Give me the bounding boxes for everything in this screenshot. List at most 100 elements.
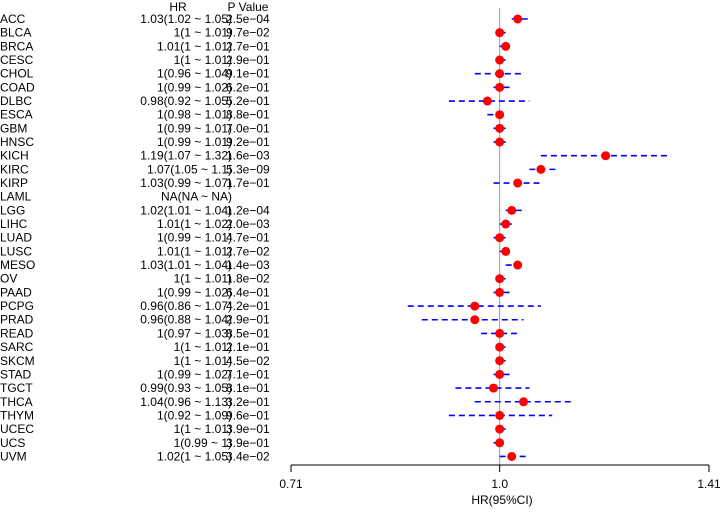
hr-ci-value: 1.03(1.02 ~ 1.05)	[140, 12, 232, 26]
forest-row: PAAD 1(0.99 ~ 1.02)6.4e−01	[0, 285, 512, 299]
p-value: 1.7e−01	[226, 176, 270, 190]
x-axis: 0.71 1.0 1.41	[279, 464, 720, 491]
forest-row: UVM 1.02(1 ~ 1.05)3.4e−02	[0, 449, 530, 463]
cancer-label: STAD	[0, 367, 31, 381]
p-value: 2.0e−03	[226, 217, 270, 231]
p-value: 2.5e−04	[226, 12, 270, 26]
forest-row: LUSC 1.01(1 ~ 1.01)2.7e−02	[0, 244, 511, 258]
hr-ci-value: 0.96(0.88 ~ 1.04)	[140, 313, 232, 327]
hr-ci-value: NA(NA ~ NA)	[161, 190, 232, 204]
hr-ci-value: 0.99(0.93 ~ 1.05)	[140, 381, 232, 395]
hr-ci-value: 1(1 ~ 1.01)	[174, 26, 232, 40]
cancer-label: ESCA	[0, 108, 33, 122]
hr-ci-value: 1.02(1 ~ 1.05)	[157, 449, 232, 463]
cancer-label: PRAD	[0, 313, 34, 327]
hr-ci-value: 1.02(1.01 ~ 1.04)	[140, 203, 232, 217]
hr-point	[507, 451, 517, 461]
forest-row: OV 1(1 ~ 1.01)1.8e−02	[0, 272, 506, 286]
p-value: 8.5e−01	[226, 326, 270, 340]
cancer-label: TGCT	[0, 381, 33, 395]
forest-row: BRCA 1.01(1 ~ 1.01)2.7e−01	[0, 39, 511, 53]
hr-ci-value: 1(1 ~ 1.01)	[174, 53, 232, 67]
cancer-label: BRCA	[0, 39, 33, 53]
hr-point	[495, 69, 505, 79]
forest-row: ACC 1.03(1.02 ~ 1.05)2.5e−04	[0, 12, 530, 26]
hr-ci-value: 1(0.99 ~ 1)	[174, 436, 232, 450]
hr-point	[501, 41, 511, 51]
p-value: 3.9e−01	[226, 436, 270, 450]
forest-row: LAML NA(NA ~ NA)	[0, 190, 232, 204]
hr-point	[495, 233, 505, 243]
p-value: 9.1e−01	[226, 67, 270, 81]
hr-point	[495, 356, 505, 366]
hr-point	[495, 110, 505, 120]
hr-point	[513, 178, 523, 188]
cancer-label: THYM	[0, 408, 34, 422]
hr-ci-value: 0.96(0.86 ~ 1.07)	[140, 299, 232, 313]
hr-ci-value: 1(0.99 ~ 1.01)	[157, 135, 232, 149]
cancer-label: KIRP	[0, 176, 28, 190]
cancer-label: UCS	[0, 436, 25, 450]
forest-row: LUAD 1(0.99 ~ 1.01)4.7e−01	[0, 231, 506, 245]
forest-row: DLBC 0.98(0.92 ~ 1.05)5.2e−01	[0, 94, 530, 108]
hr-point	[495, 328, 505, 338]
hr-point	[501, 246, 511, 256]
hr-ci-value: 1(1 ~ 1.01)	[174, 272, 232, 286]
hr-ci-value: 1(0.99 ~ 1.02)	[157, 285, 232, 299]
pvalue-column-header: P Value	[228, 0, 269, 14]
hr-point	[495, 55, 505, 65]
hr-ci-value: 1(1 ~ 1.01)	[174, 354, 232, 368]
hr-ci-value: 1.07(1.05 ~ 1.1)	[147, 162, 232, 176]
forest-row: THCA 1.04(0.96 ~ 1.13)3.2e−01	[0, 395, 575, 409]
p-value: 8.8e−01	[226, 108, 270, 122]
cancer-label: UCEC	[0, 422, 34, 436]
cancer-label: HNSC	[0, 135, 34, 149]
x-tick-label: 0.71	[279, 477, 303, 491]
hr-point	[536, 164, 546, 174]
hr-point	[470, 315, 480, 325]
hr-point	[519, 397, 529, 407]
cancer-label: COAD	[0, 80, 35, 94]
p-value: 4.7e−01	[226, 231, 270, 245]
p-value: 6.4e−01	[226, 285, 270, 299]
hr-point	[495, 137, 505, 147]
forest-row: LGG 1.02(1.01 ~ 1.04)1.2e−04	[0, 203, 524, 217]
hr-point	[495, 369, 505, 379]
hr-point	[495, 424, 505, 434]
hr-point	[495, 123, 505, 133]
cancer-label: PCPG	[0, 299, 34, 313]
forest-row: SKCM 1(1 ~ 1.01)4.5e−02	[0, 354, 506, 368]
hr-point	[501, 219, 511, 229]
forest-row: KIRC 1.07(1.05 ~ 1.1)5.3e−09	[0, 162, 558, 176]
cancer-label: SARC	[0, 340, 34, 354]
p-value: 3.4e−02	[226, 449, 270, 463]
forest-row: SARC 1(1 ~ 1.01)2.1e−01	[0, 340, 506, 354]
cancer-label: BLCA	[0, 26, 31, 40]
hr-ci-value: 1.01(1 ~ 1.02)	[157, 217, 232, 231]
forest-row: MESO 1.03(1.01 ~ 1.04)1.4e−03	[0, 258, 524, 272]
p-value: 9.7e−02	[226, 26, 270, 40]
cancer-label: PAAD	[0, 285, 32, 299]
hr-point	[507, 205, 517, 215]
hr-point	[495, 438, 505, 448]
forest-row: CESC 1(1 ~ 1.01)2.9e−01	[0, 53, 506, 67]
hr-ci-value: 1(0.98 ~ 1.01)	[157, 108, 232, 122]
p-value: 2.9e−01	[226, 53, 270, 67]
hr-ci-value: 1(1 ~ 1.01)	[174, 340, 232, 354]
forest-row: KIRP 1.03(0.99 ~ 1.07)1.7e−01	[0, 176, 541, 190]
hr-ci-value: 1.04(0.96 ~ 1.13)	[140, 395, 232, 409]
p-value: 1.2e−04	[226, 203, 270, 217]
hr-ci-value: 1(0.96 ~ 1.04)	[157, 67, 232, 81]
hr-point	[495, 287, 505, 297]
p-value: 8.1e−01	[226, 381, 270, 395]
hr-ci-value: 1.19(1.07 ~ 1.32)	[140, 149, 232, 163]
p-value: 2.7e−01	[226, 39, 270, 53]
p-value: 5.3e−09	[226, 162, 270, 176]
hr-point	[489, 383, 499, 393]
hr-ci-value: 1(0.99 ~ 1.01)	[157, 231, 232, 245]
p-value: 1.6e−03	[226, 149, 270, 163]
cancer-label: CHOL	[0, 67, 34, 81]
x-axis-label: HR(95%CI)	[471, 493, 532, 507]
forest-row: COAD 1(0.99 ~ 1.02)6.2e−01	[0, 80, 512, 94]
hr-ci-value: 1(1 ~ 1.01)	[174, 422, 232, 436]
